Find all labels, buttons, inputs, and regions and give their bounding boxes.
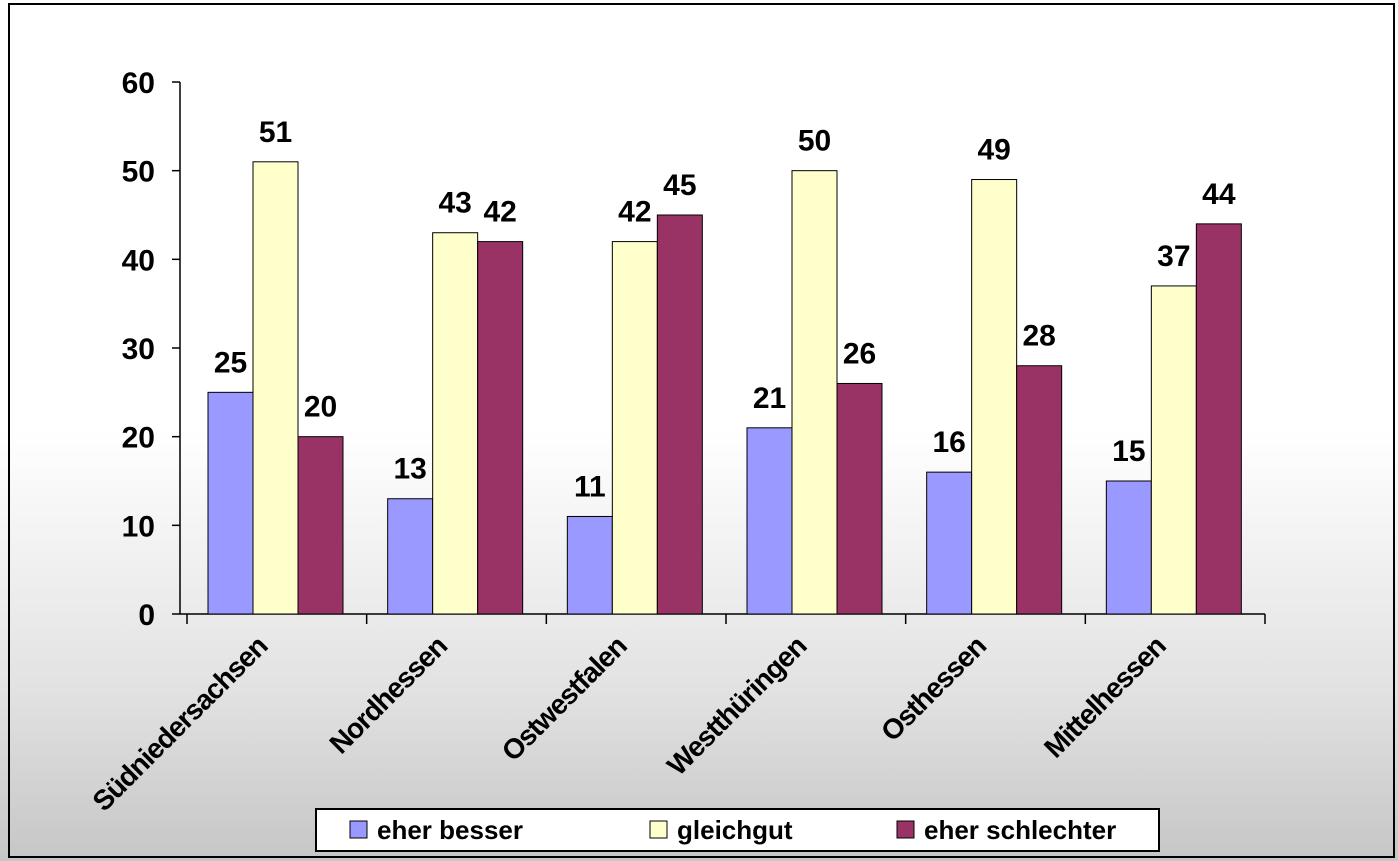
data-label-eher-schlechter-ostwestfalen: 45: [663, 169, 696, 202]
data-label-eher-besser-osthessen: 16: [932, 426, 965, 459]
data-label-eher-schlechter-sudniedersachsen: 20: [304, 391, 337, 424]
legend-swatch-eher-besser: [349, 820, 368, 839]
data-labels: 25 51 20 13 43 42 11 42 45 21 50 26 16 49 28 15 37 44: [214, 116, 1236, 504]
legend-label-eher-schlechter: eher schlechter: [924, 815, 1116, 845]
y-tick-label: 0: [138, 599, 155, 632]
data-label-eher-schlechter-westthuringen: 26: [843, 337, 876, 370]
category-label-sudniedersachsen: Südniedersachsen: [86, 630, 273, 817]
bar-eher-schlechter-mittelhessen: [1195, 223, 1242, 615]
data-label-gleichgut-ostwestfalen: 42: [618, 196, 651, 229]
data-label-gleichgut-mittelhessen: 37: [1157, 240, 1190, 273]
y-tick-label: 30: [122, 333, 155, 366]
frame-border: [8, 3, 1395, 858]
data-label-eher-besser-nordhessen: 13: [393, 453, 426, 486]
bar-eher-besser-mittelhessen: [1105, 480, 1152, 615]
legend-label-gleichgut: gleichgut: [677, 815, 793, 845]
bar-eher-besser-ostwestfalen: [566, 515, 613, 615]
data-label-eher-schlechter-nordhessen: 42: [483, 196, 516, 229]
bar-eher-besser-osthessen: [926, 471, 973, 615]
bar-gleichgut-ostwestfalen: [611, 241, 658, 615]
bar-eher-besser-nordhessen: [387, 498, 434, 615]
data-label-eher-schlechter-mittelhessen: 44: [1202, 178, 1236, 211]
legend-swatch-eher-schlechter: [896, 820, 915, 839]
data-label-eher-besser-mittelhessen: 15: [1112, 435, 1145, 468]
x-axis: [180, 613, 1266, 624]
data-label-eher-besser-sudniedersachsen: 25: [214, 346, 247, 379]
data-label-gleichgut-westthuringen: 50: [798, 125, 831, 158]
bar-gleichgut-sudniedersachsen: [252, 161, 299, 615]
category-label-nordhessen: Nordhessen: [323, 630, 452, 759]
bar-eher-besser-sudniedersachsen: [207, 391, 254, 615]
bar-eher-schlechter-ostwestfalen: [656, 214, 703, 615]
bar-gleichgut-nordhessen: [432, 232, 479, 615]
y-tick-label: 50: [122, 156, 155, 189]
data-label-gleichgut-nordhessen: 43: [438, 187, 471, 220]
y-tick-label: 20: [122, 422, 155, 455]
category-label-osthessen: Osthessen: [875, 630, 992, 747]
y-tick-label: 40: [122, 244, 155, 277]
data-label-eher-besser-ostwestfalen: 11: [574, 470, 606, 503]
bar-eher-schlechter-westthuringen: [836, 382, 883, 615]
data-label-gleichgut-sudniedersachsen: 51: [259, 116, 292, 149]
y-tick-label: 10: [122, 510, 155, 543]
bar-eher-schlechter-osthessen: [1016, 365, 1063, 615]
y-tick-label: 60: [122, 67, 155, 100]
bar-eher-besser-westthuringen: [746, 427, 793, 615]
bar-gleichgut-mittelhessen: [1150, 285, 1197, 615]
legend-box: [315, 808, 1160, 852]
bar-gleichgut-osthessen: [971, 179, 1018, 615]
legend-swatch-gleichgut: [649, 820, 668, 839]
bar-eher-schlechter-sudniedersachsen: [297, 436, 344, 615]
category-label-westthuringen: Westthüringen: [661, 630, 812, 781]
legend: eher besser gleichgut eher schlechter: [315, 808, 1160, 852]
legend-label-eher-besser: eher besser: [377, 815, 523, 845]
bars: [207, 161, 1242, 615]
category-labels: Südniedersachsen Nordhessen Ostwestfalen We…: [86, 630, 1171, 817]
category-label-mittelhessen: Mittelhessen: [1038, 630, 1171, 763]
bar-eher-schlechter-nordhessen: [477, 241, 524, 615]
data-label-eher-besser-westthuringen: 21: [753, 382, 786, 415]
data-label-gleichgut-osthessen: 49: [977, 134, 1010, 167]
y-axis: 0 10 20 30 40 50 60: [8, 3, 1395, 858]
data-label-eher-schlechter-osthessen: 28: [1022, 320, 1055, 353]
bar-gleichgut-westthuringen: [791, 170, 838, 615]
category-label-ostwestfalen: Ostwestfalen: [496, 630, 633, 767]
